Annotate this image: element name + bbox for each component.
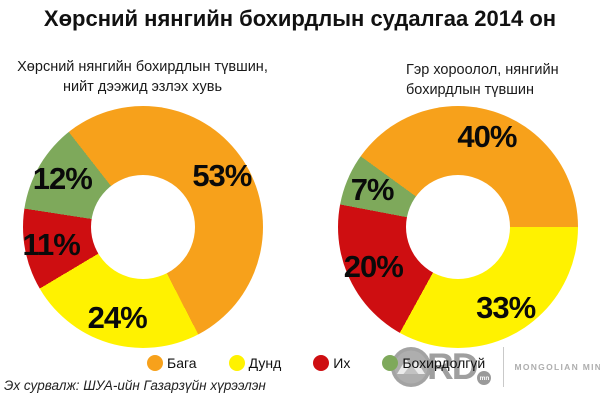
legend-label: Дунд bbox=[248, 355, 282, 371]
ord-watermark: RD mn MONGOLIAN MINING bbox=[390, 346, 600, 388]
legend-swatch-green-icon bbox=[382, 355, 399, 371]
source-note: Эх сурвалж: ШУА-ийн Газарзүйн хүрээлэн bbox=[4, 378, 266, 393]
chart-title-left: Хөрсний нянгийн бохирдлын түвшин, нийт д… bbox=[17, 59, 268, 95]
donut-chart-ger-district: 40% 33% 20% 7% bbox=[338, 106, 578, 348]
segment-value-label: 40% bbox=[457, 119, 517, 155]
legend-label: Их bbox=[333, 355, 351, 371]
segment-value-label: 7% bbox=[350, 171, 395, 207]
legend-item-dund: Дунд bbox=[228, 355, 282, 371]
legend-item-bohirdolgui: Бохирдолгүй bbox=[382, 355, 485, 371]
legend-item-ih: Их bbox=[313, 355, 350, 371]
legend-swatch-orange-icon bbox=[147, 355, 163, 371]
legend-swatch-red-icon bbox=[313, 355, 330, 371]
legend-label: Бага bbox=[167, 355, 197, 371]
watermark-divider bbox=[503, 347, 505, 387]
mountain-logo-icon bbox=[391, 347, 431, 387]
legend-label: Бохирдолгүй bbox=[402, 355, 486, 371]
legend-swatch-yellow-icon bbox=[228, 355, 245, 371]
chart-legend: Бага Дунд Их Бохирдолгүй bbox=[147, 355, 485, 371]
legend-item-baga: Бага bbox=[147, 355, 197, 371]
watermark-brand-text: MONGOLIAN MINING bbox=[514, 362, 600, 372]
donut-hole bbox=[406, 175, 510, 279]
segment-value-label: 53% bbox=[192, 158, 252, 194]
donut-hole bbox=[91, 175, 195, 279]
segment-value-label: 24% bbox=[87, 299, 148, 335]
watermark-domain-badge: mn bbox=[477, 371, 492, 385]
page-title: Хөрсний нянгийн бохирдлын судалгаа 2014 … bbox=[43, 6, 557, 31]
segment-value-label: 33% bbox=[476, 290, 536, 326]
chart-title-right: Гэр хороолол, нянгийн бохирдлын түвшин bbox=[406, 62, 559, 98]
donut-chart-soil-total: 53% 24% 11% 12% bbox=[22, 106, 263, 348]
segment-value-label: 11% bbox=[22, 227, 80, 262]
segment-value-label: 12% bbox=[32, 161, 93, 197]
segment-value-label: 20% bbox=[343, 249, 404, 285]
watermark-letters: RD bbox=[427, 346, 478, 387]
